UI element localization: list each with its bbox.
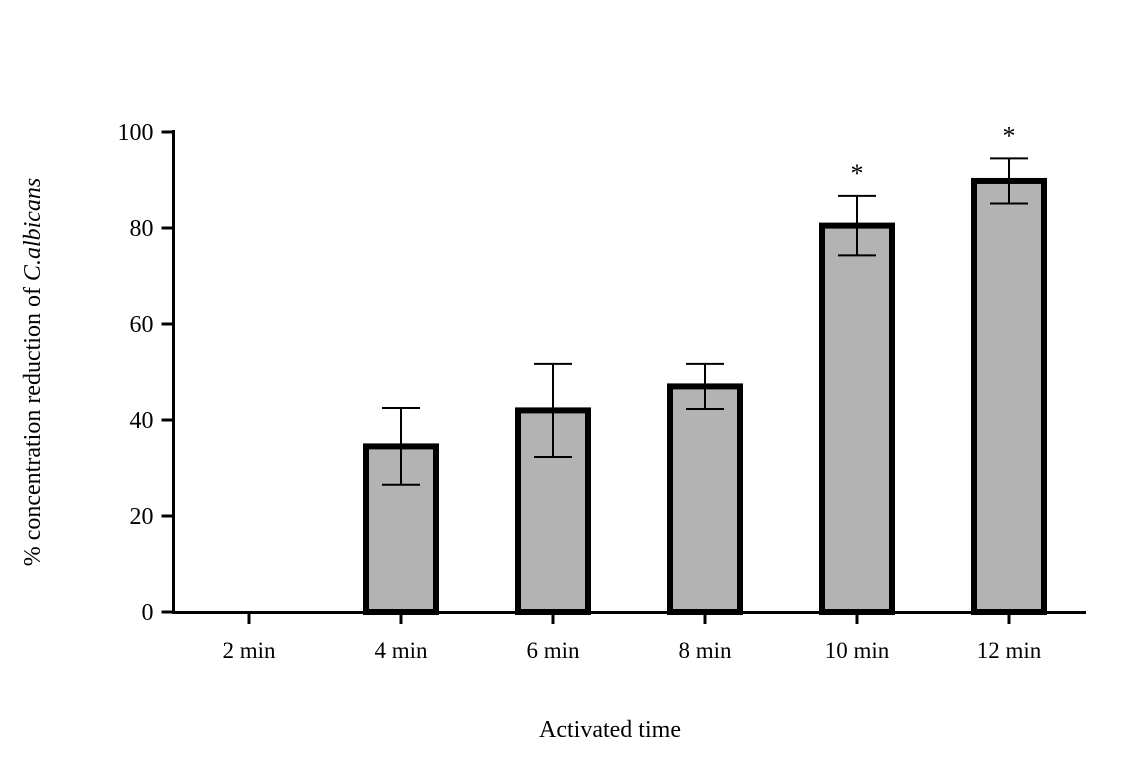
- y-tick-label: 80: [130, 216, 154, 242]
- x-tick-label: 6 min: [526, 638, 580, 663]
- axes-group: [172, 130, 1086, 614]
- significance-markers: **: [851, 121, 1016, 187]
- x-tick-label: 2 min: [222, 638, 276, 663]
- bar-10-min: [819, 222, 895, 615]
- error-bars-group: [382, 157, 1028, 486]
- bar-12-min: [971, 177, 1047, 616]
- x-tick-label: 10 min: [825, 638, 890, 663]
- y-axis-title-species: C.albicans: [20, 178, 46, 281]
- y-tick-label: 20: [130, 504, 154, 530]
- y-tick-label: 60: [130, 312, 154, 338]
- y-tick-label: 100: [118, 120, 154, 146]
- y-axis-ticks: 0 20 40 60 80 100: [118, 120, 174, 626]
- significance-asterisk: *: [1003, 121, 1016, 150]
- x-tick-label: 12 min: [977, 638, 1042, 663]
- y-tick-label: 40: [130, 408, 154, 434]
- y-axis-title-prefix: % concentration reduction of: [20, 281, 46, 566]
- x-axis-title: Activated time: [539, 717, 681, 743]
- x-tick-label: 8 min: [678, 638, 732, 663]
- x-tick-label: 4 min: [374, 638, 428, 663]
- x-axis-ticks: 2 min 4 min 6 min 8 min 10 min 12 min: [222, 612, 1042, 663]
- significance-asterisk: *: [851, 159, 864, 188]
- y-tick-label: 0: [142, 600, 154, 626]
- bar-8-min: [667, 383, 743, 615]
- y-axis-title: % concentration reduction of C.albicans: [20, 178, 46, 567]
